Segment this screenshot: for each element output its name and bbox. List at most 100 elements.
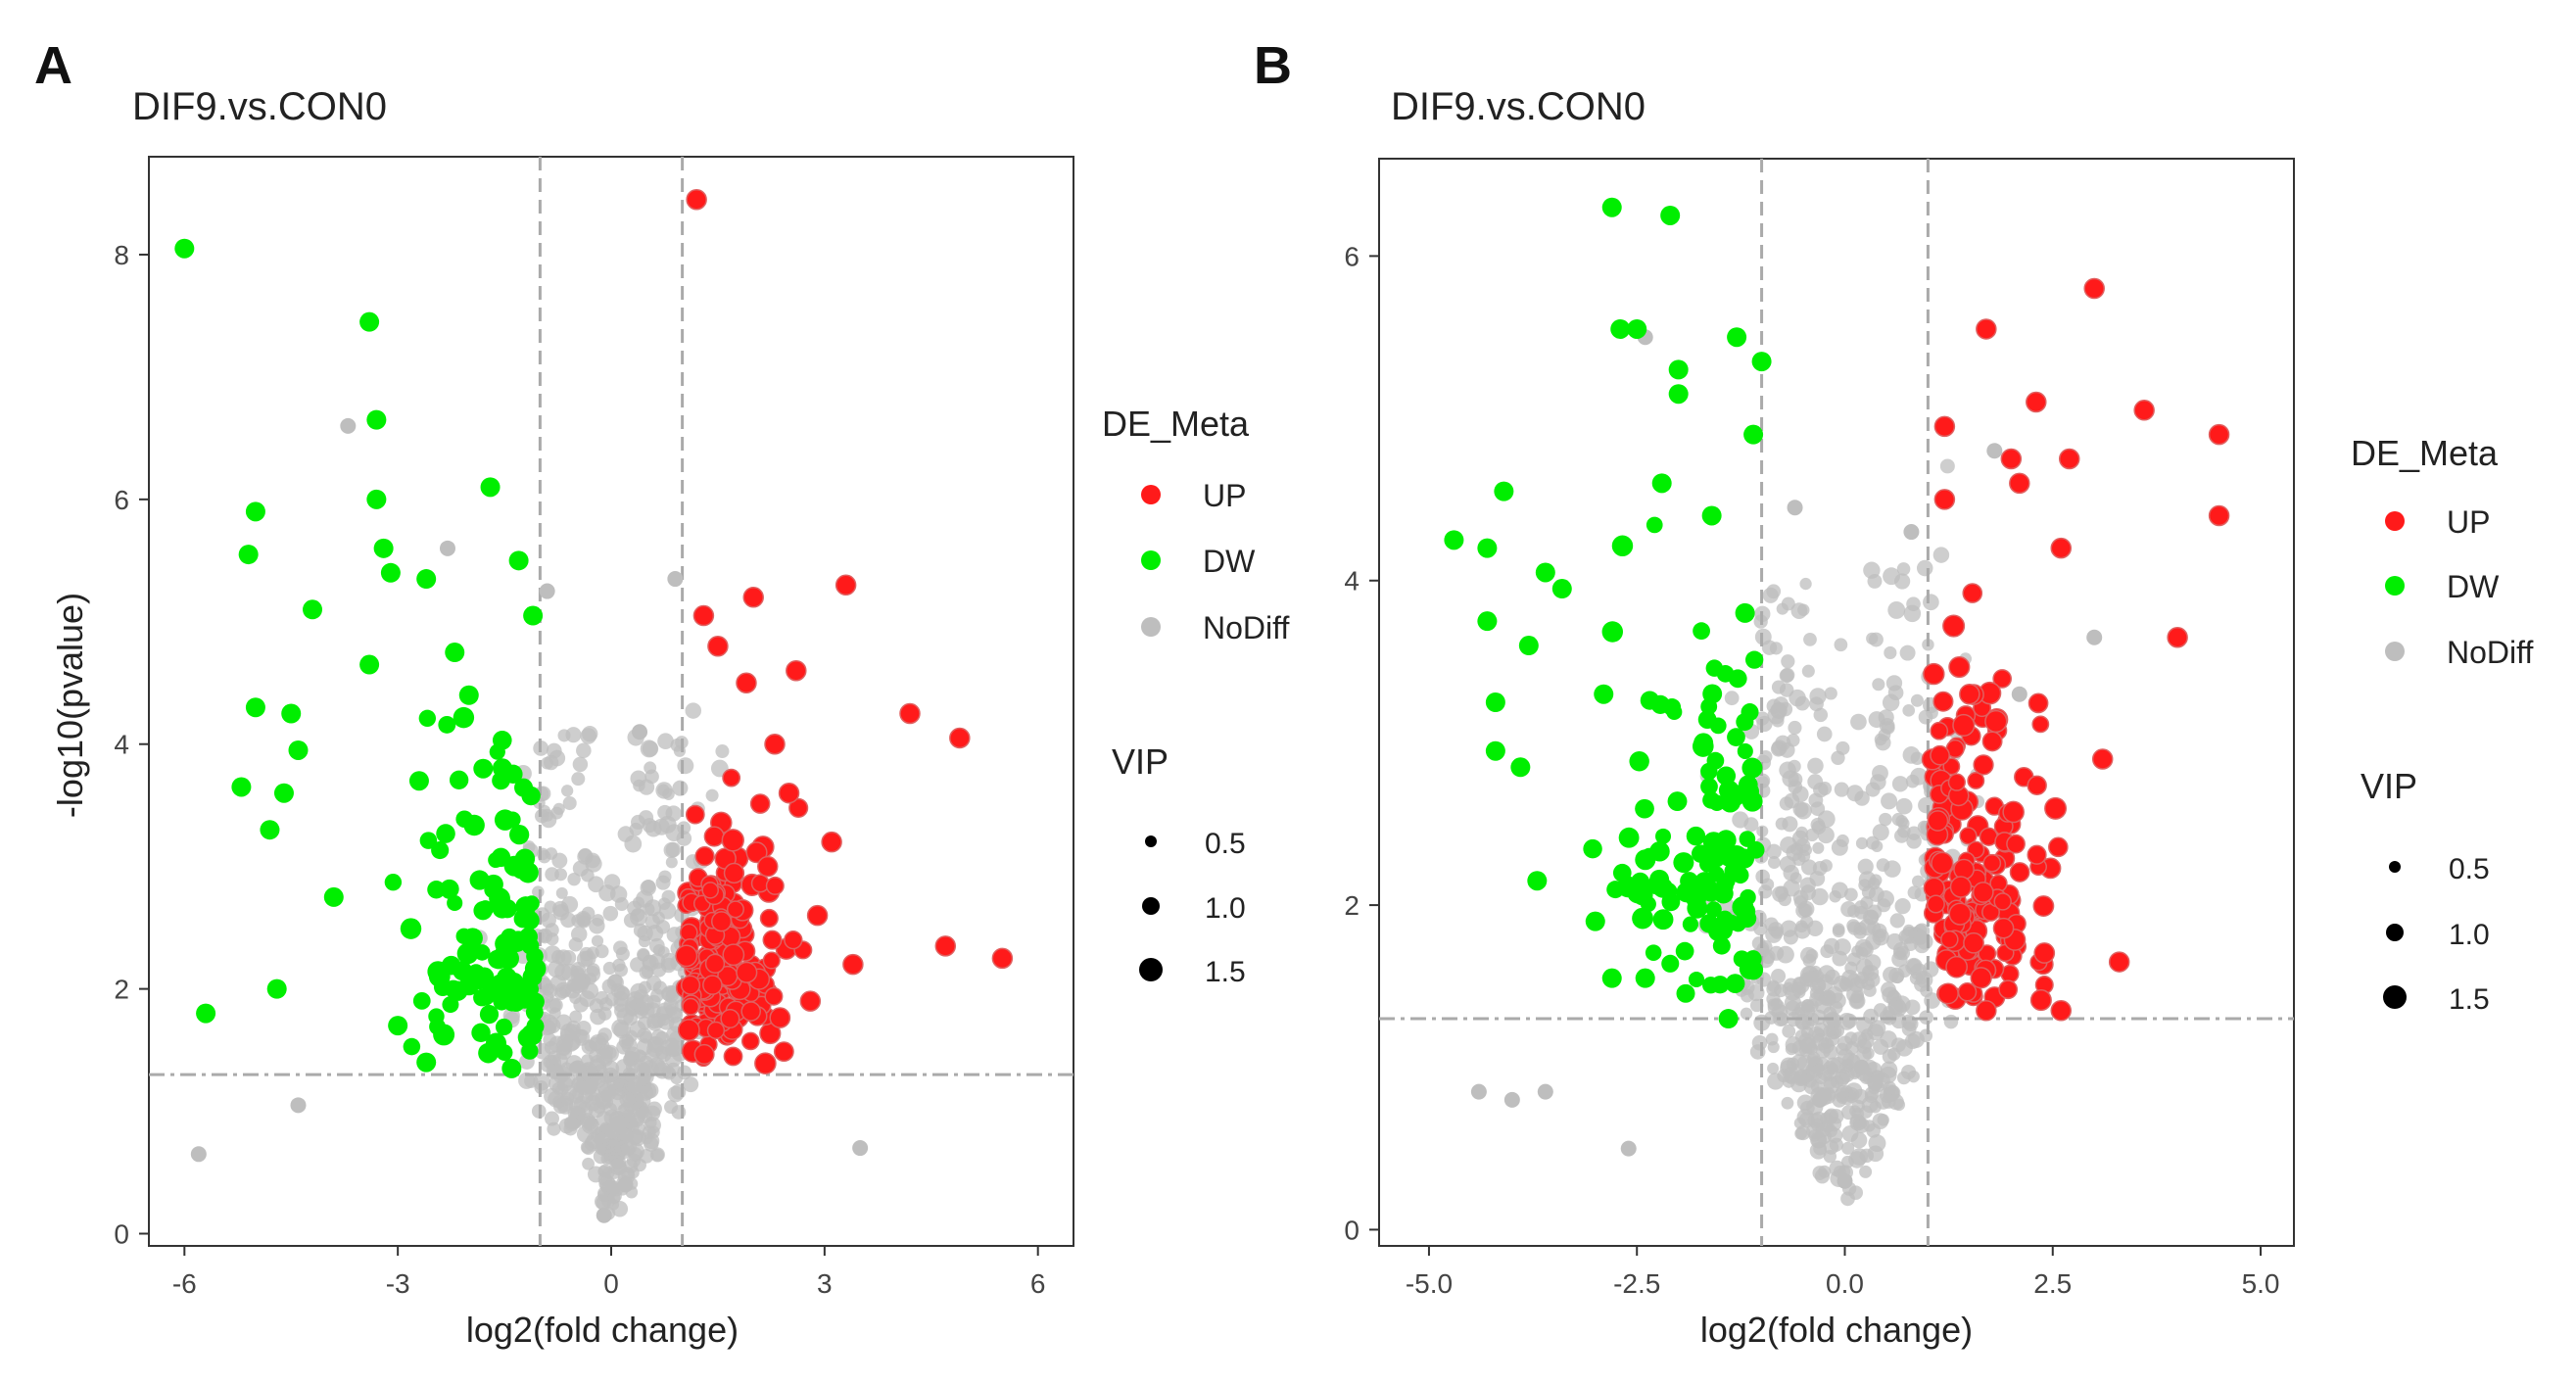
up-point: [701, 882, 720, 899]
nodiff-point: [640, 740, 658, 758]
nodiff-point: [1776, 1013, 1789, 1026]
nodiff-point: [646, 1015, 663, 1031]
nodiff-point: [1891, 951, 1908, 968]
up-point: [703, 826, 725, 847]
up-point: [2208, 504, 2230, 527]
nodiff-point: [1897, 824, 1911, 838]
nodiff-point: [650, 988, 664, 1003]
nodiff-point: [1812, 1091, 1829, 1108]
nodiff-point: [644, 769, 659, 785]
x-tick-label: 6: [1030, 1268, 1046, 1299]
dw-point: [380, 562, 401, 583]
nodiff-point: [1841, 1141, 1855, 1155]
dw-point: [288, 740, 309, 760]
dw-point: [384, 874, 403, 891]
up-point: [704, 953, 726, 975]
nodiff-point: [1846, 785, 1864, 802]
nodiff-point: [1901, 1064, 1917, 1080]
dw-point: [469, 870, 490, 890]
dw-point: [1627, 318, 1647, 339]
dw-point: [458, 685, 479, 705]
up-point: [769, 1007, 791, 1028]
nodiff-point: [624, 835, 643, 853]
nodiff-point: [649, 1147, 665, 1163]
nodiff-point: [1878, 709, 1894, 726]
legend-size-swatch: [1145, 835, 1157, 847]
dw-point: [485, 1032, 507, 1054]
nodiff-point: [549, 975, 567, 992]
y-axis-ticks: 0 2 4 6 8: [114, 240, 149, 1250]
y-tick-label: 0: [1344, 1215, 1360, 1245]
nodiff-point: [1503, 1091, 1520, 1108]
dw-point: [359, 311, 380, 332]
dw-point: [445, 643, 465, 663]
dw-point: [1583, 838, 1602, 859]
dw-point: [1718, 780, 1740, 801]
dw-point: [503, 764, 523, 785]
dw-point: [1693, 622, 1710, 641]
nodiff-point: [576, 1020, 592, 1036]
up-point: [2027, 692, 2049, 714]
nodiff-point: [1829, 889, 1841, 903]
dw-point: [1535, 562, 1555, 583]
dw-point: [1661, 892, 1681, 912]
legend-size-label: 0.5: [2449, 853, 2490, 885]
nodiff-point: [1823, 1006, 1837, 1021]
dw-point: [1652, 909, 1674, 931]
up-point: [740, 1001, 762, 1022]
nodiff-point: [1857, 858, 1874, 875]
up-point: [721, 829, 744, 852]
nodiff-point: [1743, 817, 1759, 833]
dw-point: [453, 961, 473, 981]
legend-label-nodiff: NoDiff: [2447, 635, 2533, 670]
dw-point: [303, 599, 323, 620]
legend-label-up: UP: [1203, 478, 1246, 513]
dw-point: [1477, 611, 1498, 632]
nodiff-point: [1846, 973, 1861, 987]
nodiff-point: [1805, 948, 1819, 962]
up-point: [720, 1008, 740, 1028]
nodiff-point: [1799, 1037, 1817, 1055]
y-tick-label: 2: [1344, 890, 1360, 921]
nodiff-point: [657, 804, 673, 821]
nodiff-point: [1879, 1009, 1894, 1025]
dw-point: [477, 987, 495, 1006]
up-point: [2002, 800, 2025, 824]
up-point: [2208, 423, 2230, 446]
nodiff-point: [598, 884, 616, 902]
dw-point: [1527, 871, 1548, 891]
nodiff-point: [1766, 843, 1782, 860]
dw-point: [1655, 828, 1672, 844]
nodiff-point: [667, 571, 684, 588]
nodiff-point: [610, 1116, 627, 1132]
panel-letter: A: [34, 36, 72, 95]
x-tick-label: 2.5: [2033, 1268, 2072, 1299]
up-point: [757, 855, 779, 878]
nodiff-point: [651, 962, 667, 978]
nodiff-point: [571, 772, 586, 787]
nodiff-point: [601, 978, 617, 994]
dw-point: [266, 978, 287, 999]
nodiff-point: [1861, 965, 1875, 978]
dw-point: [431, 840, 450, 860]
x-axis-ticks: -5.0 -2.5 0.0 2.5 5.0: [1406, 1246, 2280, 1299]
up-point: [2031, 715, 2050, 734]
nodiff-point: [1918, 796, 1934, 814]
y-tick-label: 8: [114, 240, 129, 270]
dw-point: [447, 894, 463, 911]
up-point: [899, 702, 921, 725]
dw-point: [520, 1024, 543, 1046]
dw-point: [1702, 977, 1720, 994]
y-tick-label: 0: [114, 1219, 129, 1250]
up-point: [726, 900, 744, 919]
dw-point: [526, 947, 544, 966]
nodiff-point: [667, 1085, 685, 1103]
nodiff-point: [560, 785, 574, 797]
nodiff-point: [1788, 720, 1802, 736]
nodiff-point: [1781, 1096, 1794, 1110]
x-axis-label: log2(fold change): [1700, 1310, 1973, 1350]
dw-point: [1660, 205, 1681, 225]
up-point: [1993, 892, 2012, 911]
dw-point: [514, 848, 536, 869]
